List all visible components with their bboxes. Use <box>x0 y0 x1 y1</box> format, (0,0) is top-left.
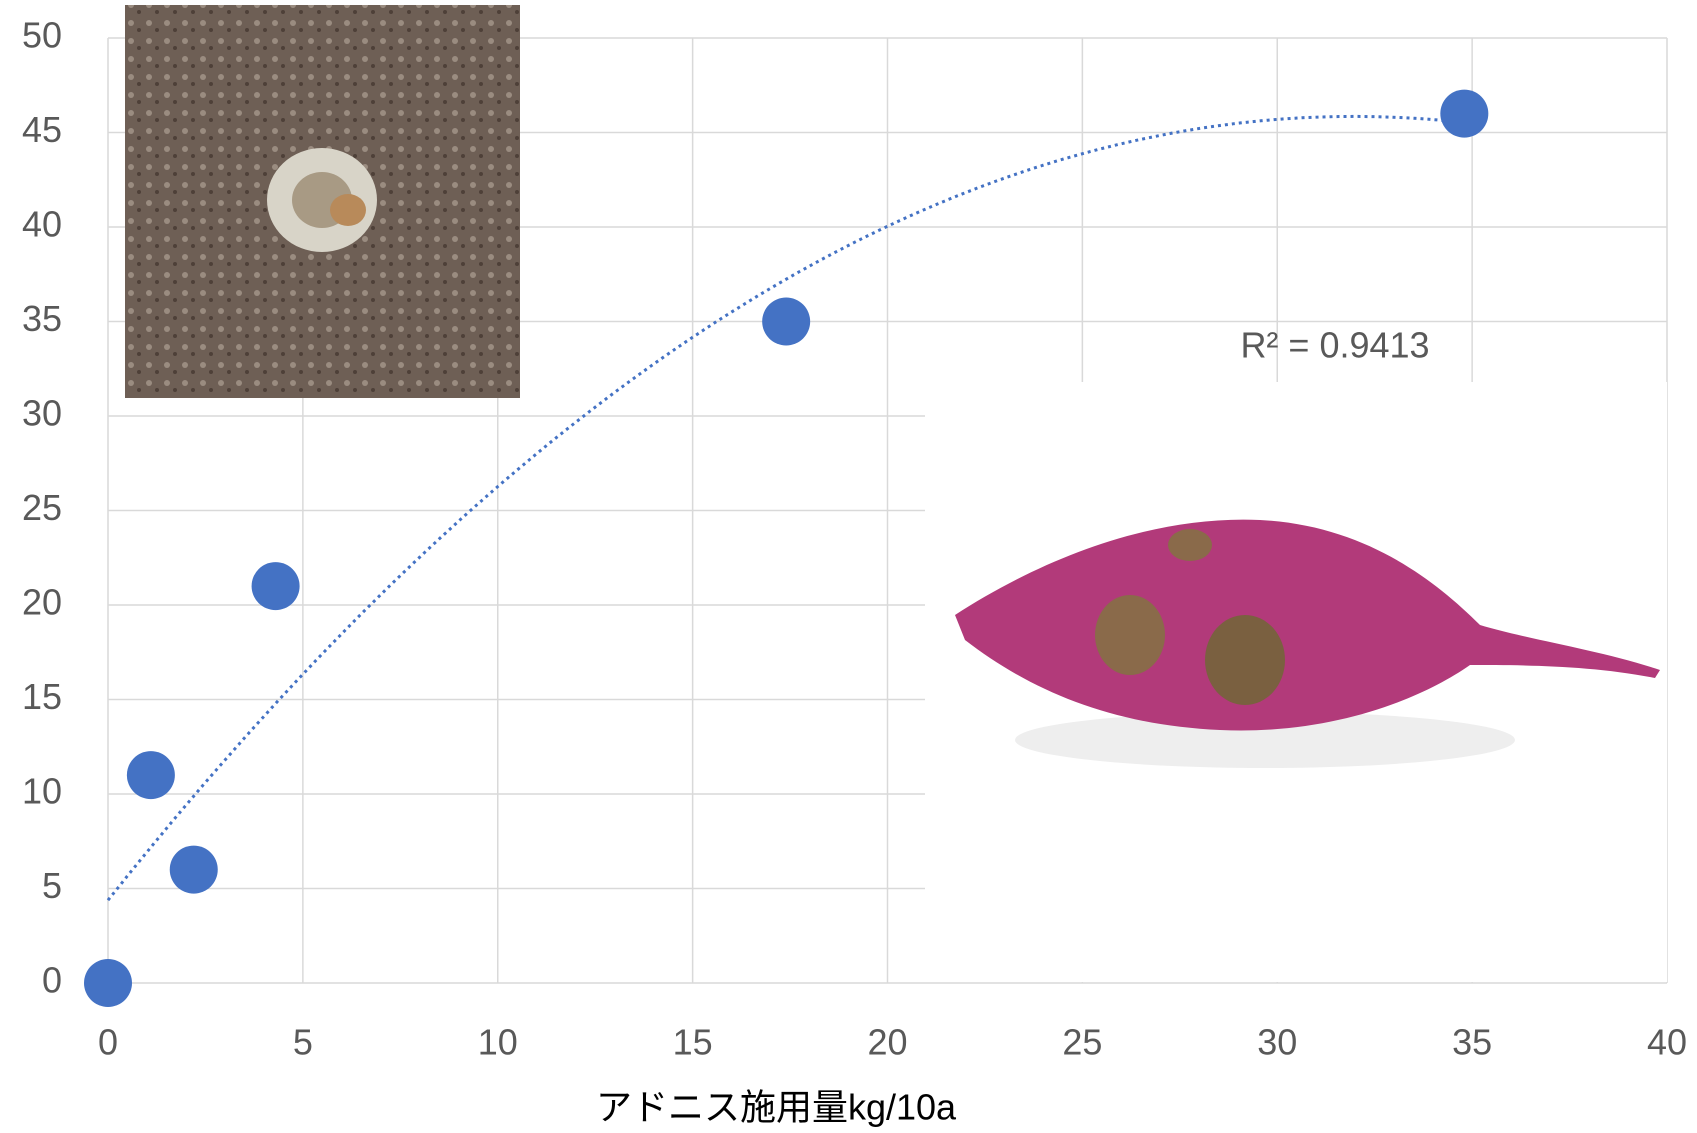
x-tick-label: 5 <box>293 1022 313 1063</box>
y-tick-label: 40 <box>22 204 62 245</box>
y-tick-label: 45 <box>22 109 62 150</box>
point <box>127 751 175 799</box>
x-tick-label: 40 <box>1647 1022 1687 1063</box>
y-tick-label: 30 <box>22 393 62 434</box>
r-squared: R² = 0.9413 <box>1240 325 1429 366</box>
point <box>762 298 810 346</box>
x-tick-label: 30 <box>1257 1022 1297 1063</box>
x-tick-label: 10 <box>478 1022 518 1063</box>
y-tick-label: 15 <box>22 676 62 717</box>
y-tick-label: 0 <box>42 960 62 1001</box>
chart: 0 5 10 15 20 25 30 35 40 45 50 0 5 10 15 20 25 30 35 40 R² … <box>0 0 1697 1133</box>
x-tick-label: 25 <box>1062 1022 1102 1063</box>
y-tick-label: 20 <box>22 582 62 623</box>
x-tick-label: 15 <box>673 1022 713 1063</box>
y-tick-label: 5 <box>42 865 62 906</box>
x-tick-label: 0 <box>98 1022 118 1063</box>
x-tick-label: 35 <box>1452 1022 1492 1063</box>
x-axis-label: アドニス施用量kg/10a <box>596 1087 957 1128</box>
sweet-potato-photo <box>925 382 1667 982</box>
y-tick-label: 10 <box>22 771 62 812</box>
x-tick-label: 20 <box>867 1022 907 1063</box>
y-tick-label: 35 <box>22 298 62 339</box>
point <box>170 846 218 894</box>
point <box>252 562 300 610</box>
grub-photo <box>125 5 520 398</box>
y-tick-label: 25 <box>22 487 62 528</box>
point <box>84 959 132 1007</box>
y-tick-label: 50 <box>22 15 62 56</box>
point <box>1440 90 1488 138</box>
